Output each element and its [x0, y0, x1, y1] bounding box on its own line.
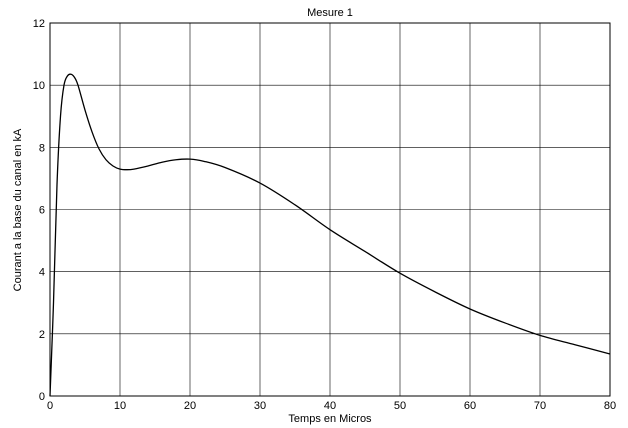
x-tick-label: 60	[464, 400, 476, 412]
grid	[50, 23, 610, 396]
y-tick-label: 6	[39, 205, 45, 217]
y-tick-label: 10	[33, 80, 45, 92]
y-axis-ticks: 0 2 4 6 8 10 12	[33, 18, 45, 403]
y-tick-label: 8	[39, 142, 45, 154]
x-tick-label: 40	[324, 400, 336, 412]
x-tick-label: 0	[47, 400, 53, 412]
y-tick-label: 4	[39, 267, 45, 279]
x-tick-label: 10	[114, 400, 126, 412]
y-tick-label: 12	[33, 18, 45, 30]
x-tick-label: 20	[184, 400, 196, 412]
x-tick-label: 80	[604, 400, 616, 412]
y-tick-label: 2	[39, 329, 45, 341]
series-line	[49, 73, 611, 397]
y-tick-label: 0	[39, 391, 45, 403]
x-axis-ticks: 0 10 20 30 40 50 60 70 80	[47, 400, 616, 412]
x-tick-label: 50	[394, 400, 406, 412]
x-tick-label: 70	[534, 400, 546, 412]
chart-title: Mesure 1	[307, 7, 353, 19]
x-tick-label: 30	[254, 400, 266, 412]
y-axis-label: Courant a la base du canal en kA	[12, 128, 24, 291]
x-axis-label: Temps en Micros	[288, 413, 372, 425]
plot-area-border	[49, 22, 611, 397]
